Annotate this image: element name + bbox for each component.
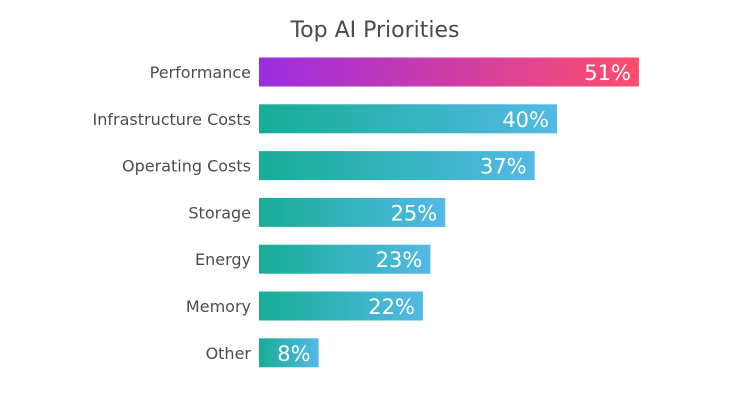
bar-infrastructure-costs xyxy=(259,104,557,134)
bar-memory xyxy=(259,291,423,321)
bars-group: Performance 51% Infrastructure Costs 40% Ope… xyxy=(93,57,639,368)
chart-title: Top AI Priorities xyxy=(289,18,459,43)
bar-performance xyxy=(259,57,639,87)
category-label-infrastructure-costs: Infrastructure Costs xyxy=(93,110,251,129)
category-label-operating-costs: Operating Costs xyxy=(122,157,251,176)
value-label-performance: 51% xyxy=(584,61,631,85)
value-label-operating-costs: 37% xyxy=(480,155,527,179)
value-label-energy: 23% xyxy=(376,248,423,272)
bar-operating-costs xyxy=(259,151,535,181)
bar-storage xyxy=(259,197,446,227)
value-label-other: 8% xyxy=(277,342,310,366)
value-label-memory: 22% xyxy=(368,295,415,319)
category-label-other: Other xyxy=(206,344,252,363)
value-label-storage: 25% xyxy=(391,201,438,225)
bar-energy xyxy=(259,244,431,274)
category-label-storage: Storage xyxy=(188,203,251,222)
category-label-memory: Memory xyxy=(186,297,251,316)
bar-other xyxy=(259,338,319,368)
category-label-energy: Energy xyxy=(195,250,251,269)
value-label-infrastructure-costs: 40% xyxy=(502,108,549,132)
category-label-performance: Performance xyxy=(150,63,251,82)
